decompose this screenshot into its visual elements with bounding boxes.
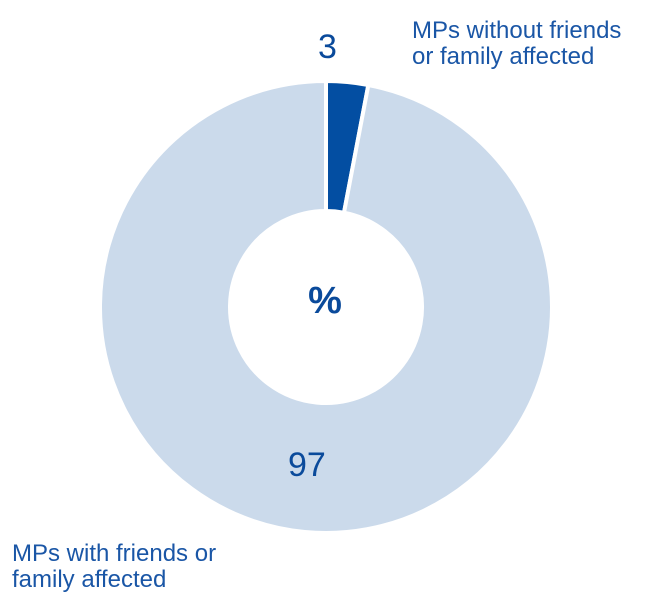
slice-category-label-with: MPs with friends or family affected — [12, 540, 217, 593]
slice-category-label-without: MPs without friends or family affected — [412, 17, 622, 70]
slice-value-label-without: 3 — [318, 28, 337, 66]
slice-value-label-with: 97 — [288, 446, 326, 484]
slice-with-friends-family — [98, 78, 554, 535]
center-label: % — [308, 280, 342, 322]
